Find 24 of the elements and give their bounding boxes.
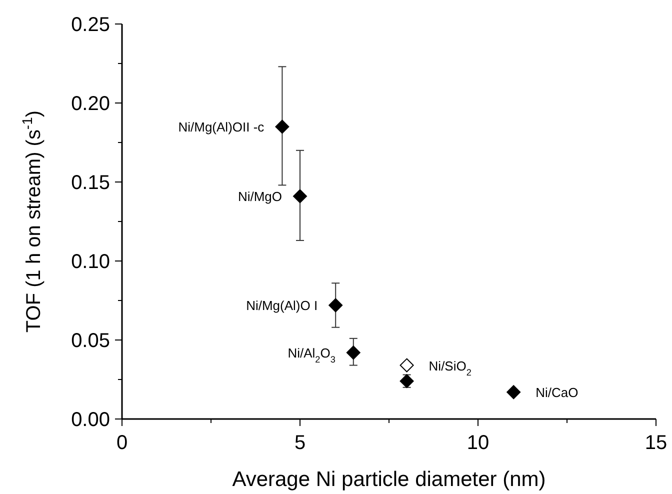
y-tick-label: 0.10 (71, 251, 110, 273)
point (506, 385, 521, 400)
y-tick-label: 0.20 (71, 93, 110, 115)
point (328, 298, 343, 312)
y-tick-label: 0.05 (71, 330, 110, 352)
x-tick-label: 15 (644, 432, 668, 454)
x-tick-label: 0 (116, 432, 128, 454)
x-axis-title: Average Ni particle diameter (nm) (232, 468, 546, 491)
annotation: Ni/SiO$_{2}$ (428, 358, 472, 378)
y-tick-label: 0.15 (71, 172, 110, 194)
annotation: Ni/Al$_{2}$O$_{3}$ (288, 346, 336, 365)
y-tick-label: 0.25 (71, 14, 110, 36)
annotation: Ni/CaO (536, 385, 578, 400)
y-tick-label: 0.00 (71, 409, 110, 431)
point (400, 374, 414, 388)
point (346, 346, 360, 360)
point (275, 120, 290, 134)
annotation: Ni/Mg(Al)OII -c (178, 120, 265, 135)
annotation: Ni/MgO (238, 189, 282, 204)
annotation: Ni/Mg(Al)O I (246, 298, 318, 314)
point (400, 358, 414, 372)
x-tick-label: 10 (466, 432, 490, 454)
point (293, 189, 307, 204)
x-tick-label: 5 (294, 432, 306, 454)
